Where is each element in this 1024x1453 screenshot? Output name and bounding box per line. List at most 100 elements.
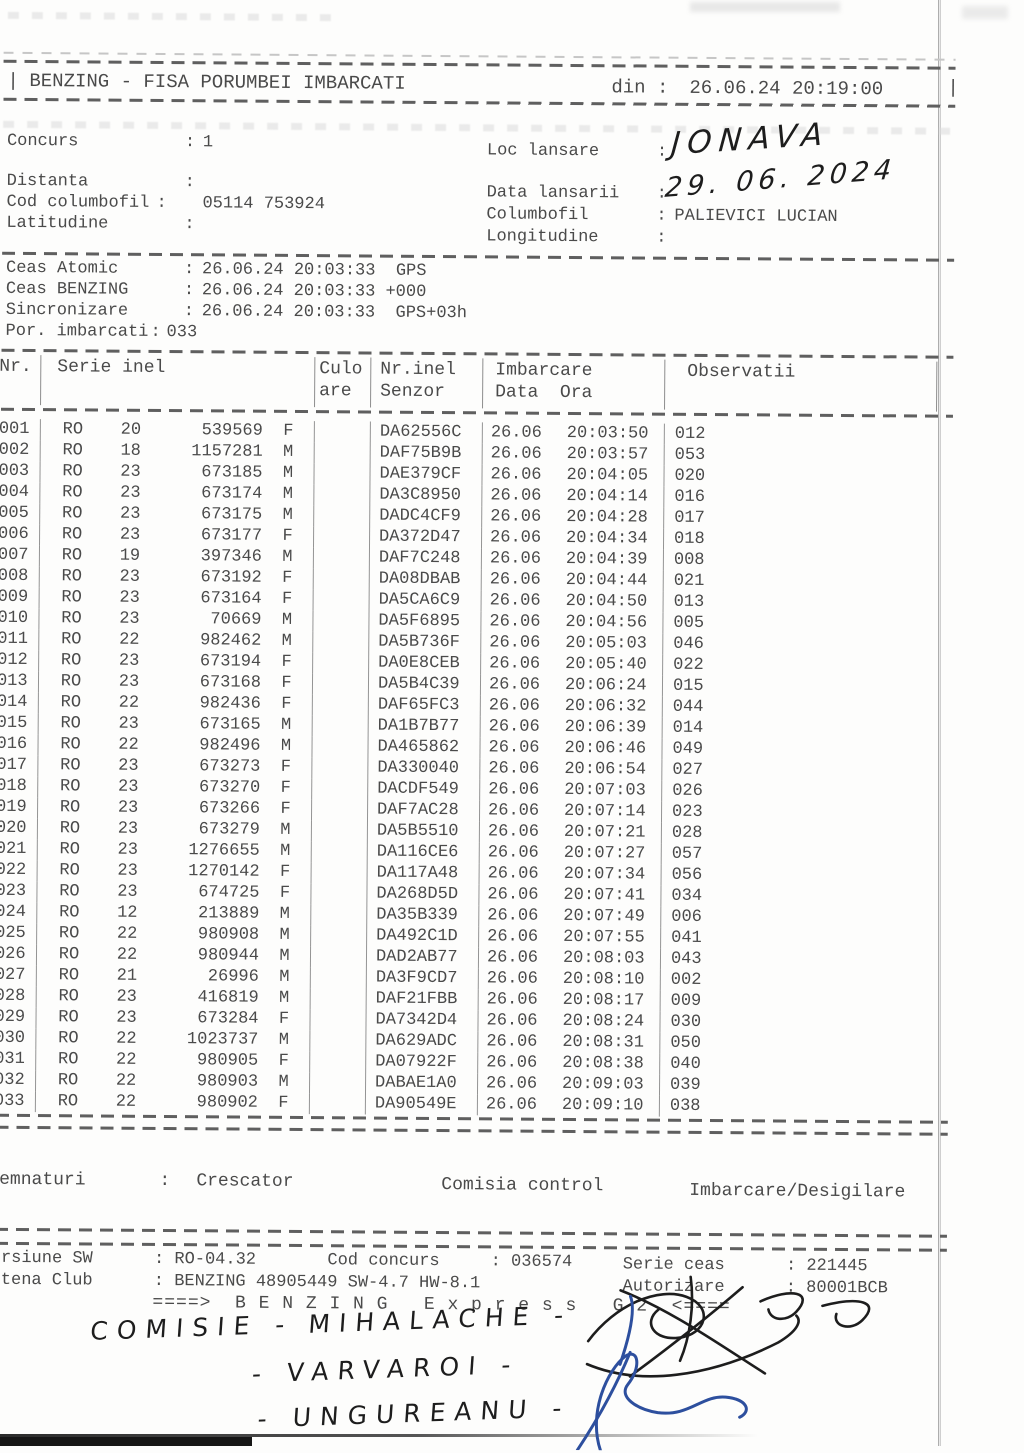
- cell-observatii: 034: [671, 886, 703, 906]
- cell-sex: M: [278, 1072, 289, 1092]
- cell-date: 26.06: [489, 633, 541, 653]
- cell-time: 20:04:50: [565, 591, 648, 612]
- cell-serie-inel: RO 23 1276655 M: [37, 839, 312, 863]
- cell-year: 23: [120, 483, 141, 503]
- cell-country: RO: [57, 1071, 79, 1091]
- cell-year: 23: [119, 609, 140, 629]
- cell-observatii: 020: [674, 466, 706, 486]
- cell-sex: M: [281, 610, 293, 630]
- cell-ring-number: 213889: [198, 904, 260, 924]
- cell-observatii: 002: [670, 970, 702, 990]
- cell-nr: 005: [0, 502, 41, 525]
- cell-time: 20:07:55: [563, 927, 645, 948]
- cell-observatii: 016: [674, 487, 706, 507]
- cell-sex: M: [279, 988, 290, 1008]
- cell-observatii: 023: [671, 802, 703, 822]
- cell-senzor: DA116CE6: [367, 841, 480, 864]
- cell-serie-inel: RO 23 1270142 F: [37, 860, 312, 884]
- scan-smudge-top-center: [690, 2, 840, 12]
- cell-ring-number: 1157281: [191, 442, 263, 462]
- cell-senzor: DA372D47: [369, 526, 483, 549]
- cell-ring-number: 674725: [198, 883, 260, 903]
- cell-time: 20:08:31: [562, 1032, 645, 1053]
- cell-culoare: [313, 631, 370, 653]
- cell-senzor: DA62556C: [370, 421, 483, 444]
- cell-imbarcare: 26.06 20:08:38: [478, 1052, 661, 1075]
- cell-imbarcare: 26.06 20:09:03: [477, 1073, 661, 1096]
- cell-nr: 013: [0, 670, 40, 693]
- scan-noise-band: [7, 11, 338, 22]
- cell-imbarcare: 26.06 20:06:46: [480, 737, 663, 760]
- cell-observatii: 050: [670, 1033, 702, 1053]
- cell-date: 26.06: [486, 990, 538, 1010]
- cell-date: 26.06: [486, 948, 539, 968]
- cell-sex: M: [279, 904, 290, 924]
- din-label: din :: [611, 76, 669, 99]
- cell-nr: 008: [0, 565, 40, 588]
- cell-senzor: DA5CA6C9: [369, 589, 482, 612]
- cell-sex: M: [281, 715, 292, 735]
- cell-culoare: [313, 526, 371, 548]
- cell-country: RO: [58, 945, 80, 965]
- cell-year: 23: [117, 840, 139, 860]
- cell-imbarcare: 26.06 20:07:27: [479, 842, 662, 865]
- cell-country: RO: [60, 672, 82, 692]
- cell-observatii: 027: [672, 760, 704, 780]
- cell-sex: M: [282, 463, 294, 483]
- cell-sex: F: [281, 694, 292, 714]
- cell-imbarcare: 26.06 20:08:03: [478, 947, 662, 970]
- cell-country: RO: [62, 462, 83, 482]
- cell-sex: F: [280, 757, 292, 777]
- cell-imbarcare: 26.06 20:07:21: [479, 821, 662, 844]
- field-porumbei-imbarcati: Por. imbarcati:033: [5, 321, 198, 343]
- cell-senzor: DA3C8950: [370, 484, 483, 507]
- cell-country: RO: [62, 420, 84, 440]
- cell-sex: F: [278, 1051, 289, 1071]
- cell-sex: F: [279, 862, 291, 882]
- cell-imbarcare: 26.06 20:04:34: [481, 527, 665, 550]
- cell-serie-inel: RO 19 397346 M: [39, 545, 314, 569]
- cell-time: 20:07:27: [563, 843, 646, 864]
- cell-sex: F: [278, 1093, 289, 1113]
- cell-time: 20:07:34: [563, 864, 646, 885]
- cell-observatii: 005: [673, 613, 705, 633]
- cell-senzor: DA90549E: [365, 1093, 478, 1116]
- cell-serie-inel: RO 23 673168 F: [38, 671, 314, 695]
- cell-serie-inel: RO 23 674725 F: [37, 881, 312, 905]
- cell-date: 26.06: [488, 759, 540, 779]
- cell-nr: 026: [0, 943, 38, 966]
- cell-year: 19: [119, 546, 141, 566]
- cell-serie-inel: RO 18 1157281 M: [40, 440, 315, 464]
- cell-nr: 011: [0, 628, 40, 651]
- cell-senzor: DA07922F: [366, 1051, 479, 1074]
- cell-senzor: DA117A48: [367, 862, 480, 885]
- cell-senzor: DA5B5510: [367, 820, 480, 843]
- col-header-nr-inel-senzor: Nr.inel Senzor: [371, 357, 484, 409]
- cell-year: 23: [118, 672, 140, 692]
- cell-country: RO: [61, 546, 83, 566]
- cell-nr: 001: [0, 418, 41, 441]
- cell-sex: F: [282, 526, 293, 546]
- cell-culoare: [312, 778, 369, 800]
- cell-nr: 019: [0, 796, 39, 819]
- col-header-imbarcare: Imbarcare Data Ora: [483, 358, 666, 410]
- cell-senzor: DAF65FC3: [368, 694, 481, 717]
- cell-time: 20:05:03: [565, 633, 647, 654]
- cell-nr: 009: [0, 586, 40, 609]
- cell-culoare: [312, 673, 370, 695]
- cell-year: 23: [116, 1008, 137, 1028]
- cell-serie-inel: RO 22 1023737 M: [36, 1028, 311, 1052]
- cell-ring-number: 539569: [201, 421, 263, 441]
- cell-date: 26.06: [490, 507, 542, 527]
- cell-serie-inel: RO 23 673165 M: [38, 713, 313, 737]
- cell-imbarcare: 26.06 20:05:40: [481, 653, 664, 676]
- cell-observatii: 006: [671, 907, 702, 927]
- scan-smudge-top-right: [962, 6, 1008, 19]
- cell-culoare: [314, 484, 371, 506]
- cell-country: RO: [60, 756, 81, 776]
- field-data-lansarii: Data lansarii:: [486, 183, 667, 204]
- cell-time: 20:06:39: [564, 717, 647, 738]
- cell-date: 26.06: [488, 696, 540, 716]
- cell-country: RO: [59, 840, 81, 860]
